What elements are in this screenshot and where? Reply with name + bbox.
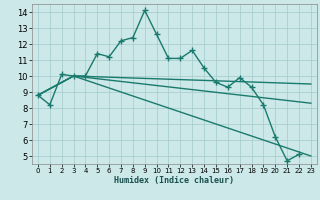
X-axis label: Humidex (Indice chaleur): Humidex (Indice chaleur): [115, 176, 234, 185]
